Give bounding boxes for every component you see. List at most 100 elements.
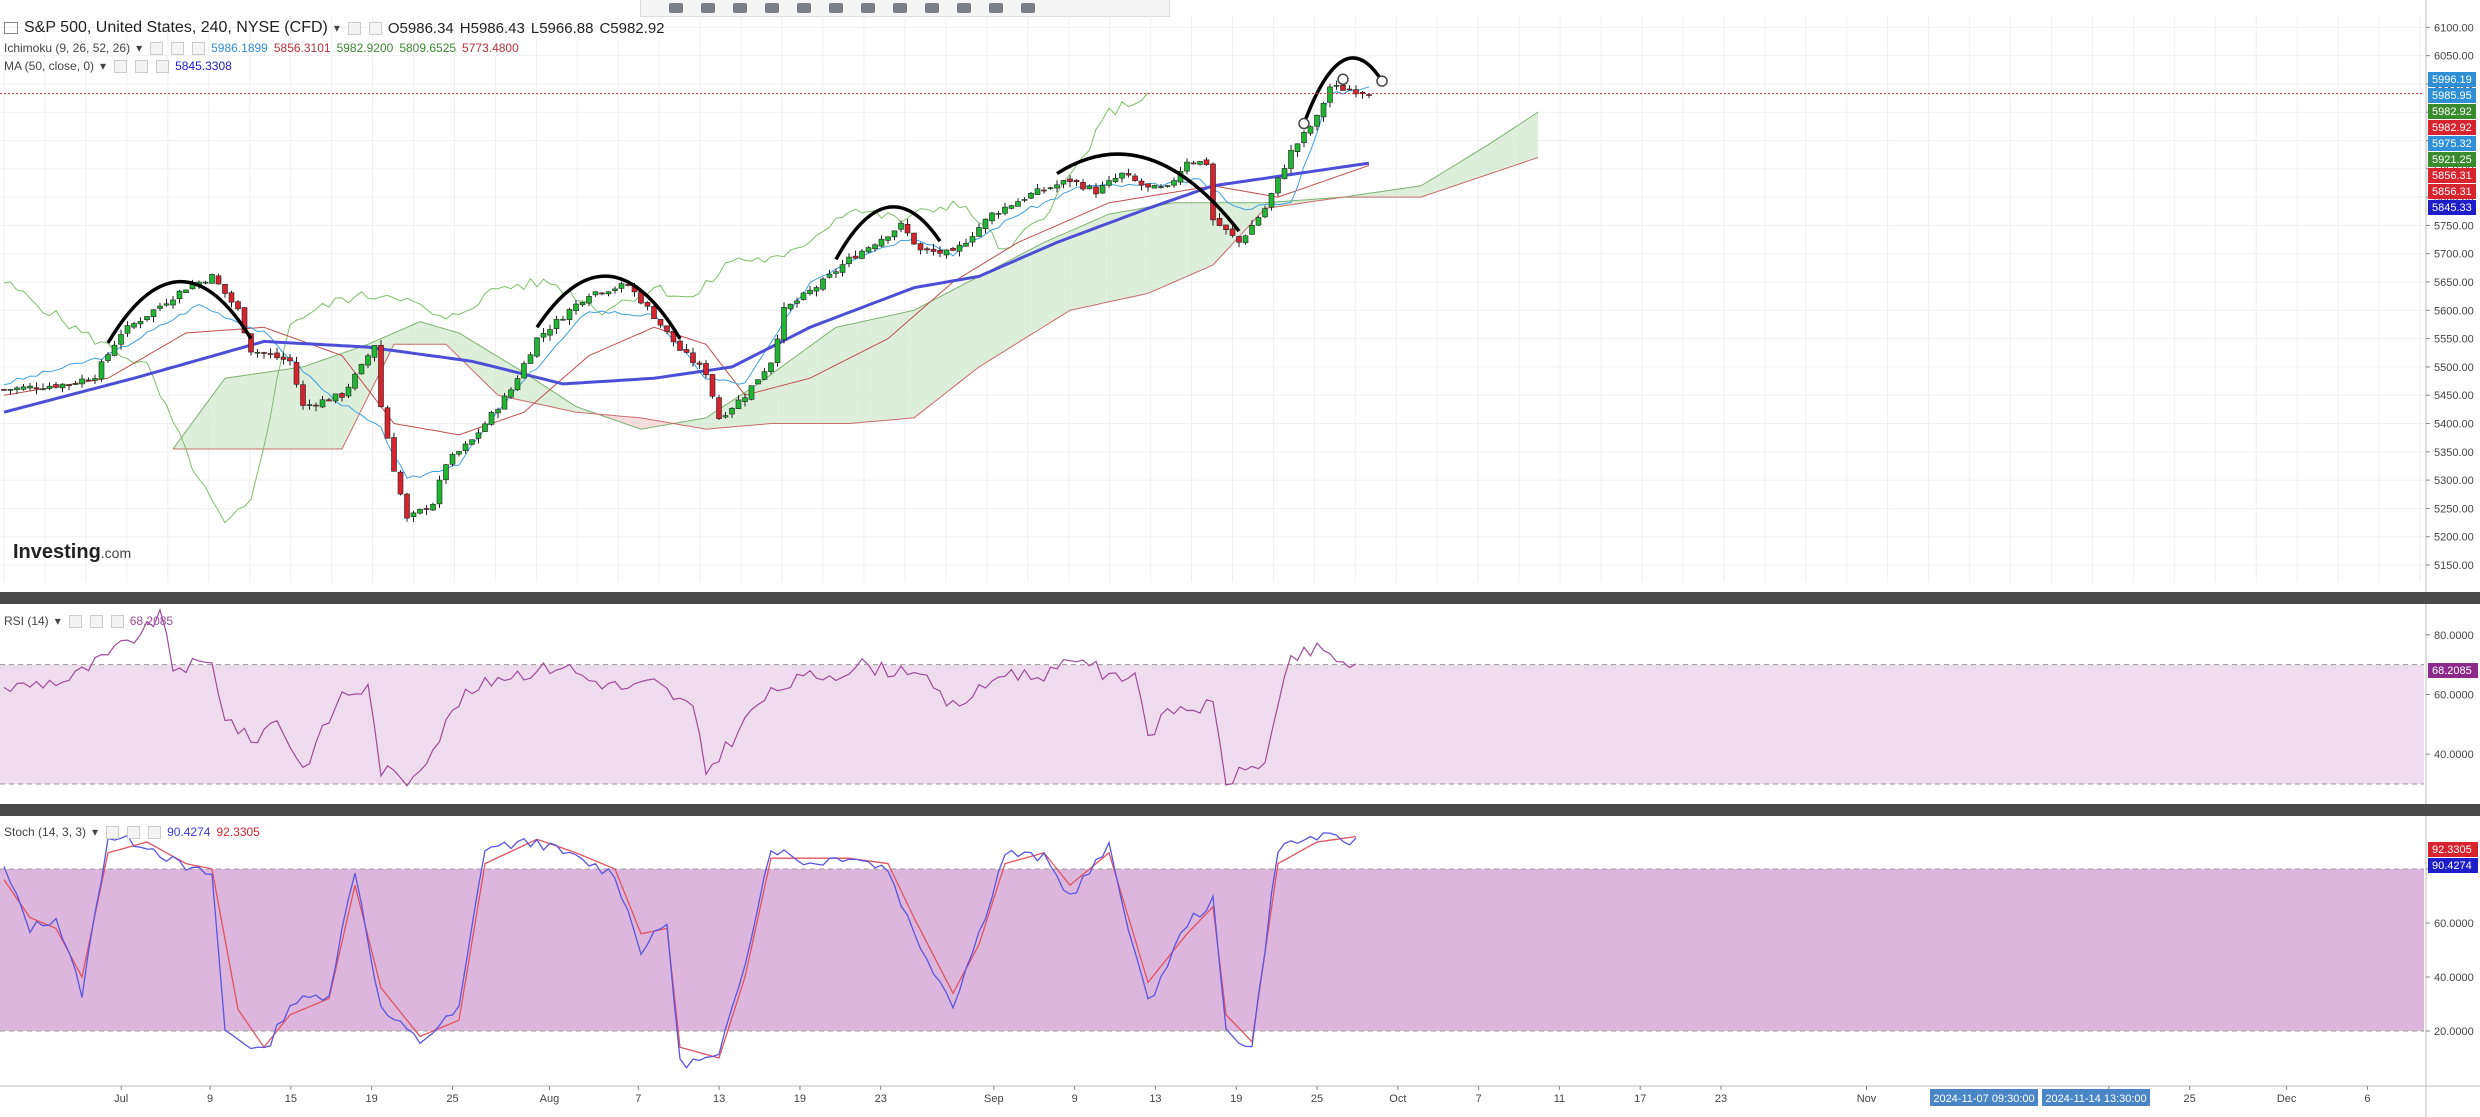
chevron-down-icon[interactable]: ▾: [54, 614, 61, 628]
candle-bull: [475, 432, 482, 439]
arc-handle[interactable]: [1298, 117, 1310, 130]
kumo-segment: [290, 367, 297, 449]
arc-handle[interactable]: [1376, 75, 1388, 87]
candle-bear: [1210, 163, 1216, 221]
chart-menu-icon[interactable]: [4, 22, 18, 34]
candle-bull: [748, 385, 755, 400]
kumo-segment: [1473, 150, 1480, 180]
kumo-segment: [1401, 187, 1408, 198]
drawn-arc[interactable]: [106, 279, 253, 344]
drawn-arc[interactable]: [535, 274, 682, 340]
gear-icon[interactable]: [861, 3, 875, 13]
candle-bear: [1190, 162, 1197, 165]
rsi-axis-label: 40.0000: [2434, 749, 2474, 761]
candle-bull: [1002, 206, 1008, 214]
settings-icon[interactable]: [114, 59, 128, 73]
candle-bull: [92, 378, 98, 381]
price-axis-label: 5300.00: [2434, 475, 2474, 487]
visibility-icon[interactable]: [127, 825, 141, 839]
kumo-segment: [1447, 165, 1454, 189]
candle-bull: [163, 303, 170, 306]
candle-bull: [7, 389, 14, 391]
settings-icon[interactable]: [150, 41, 164, 55]
time-axis-label: 11: [1554, 1093, 1565, 1105]
settings-icon[interactable]: [68, 614, 82, 628]
kumo-segment: [628, 416, 635, 427]
time-axis-label: Jul: [114, 1093, 128, 1105]
fib-tool-icon[interactable]: [797, 3, 811, 13]
drawn-arc[interactable]: [1302, 56, 1384, 125]
drawn-arc[interactable]: [834, 205, 942, 261]
kumo-segment: [1089, 219, 1096, 307]
close-icon[interactable]: [110, 614, 124, 628]
kumo-segment: [1083, 222, 1090, 308]
kumo-segment: [1037, 242, 1044, 331]
symbol-title: S&P 500, United States, 240, NYSE (CFD): [24, 19, 328, 36]
stoch-band: [0, 869, 2424, 1031]
candle-bull: [1320, 103, 1327, 118]
visibility-icon[interactable]: [89, 614, 103, 628]
candle-bear: [241, 307, 248, 334]
drawn-arc[interactable]: [1056, 152, 1241, 233]
time-axis-label: 7: [1476, 1093, 1482, 1105]
senkou-span-a-line: [172, 111, 1539, 450]
kumo-segment: [485, 348, 492, 389]
close-icon[interactable]: [156, 59, 170, 73]
visibility-icon[interactable]: [135, 59, 149, 73]
candle-bull: [846, 256, 852, 265]
pane-divider[interactable]: [0, 592, 2480, 604]
pencil-icon[interactable]: [669, 3, 683, 13]
candle-bull: [742, 397, 748, 402]
settings-icon[interactable]: [106, 825, 120, 839]
candle-bear: [1229, 228, 1236, 236]
layout-icon[interactable]: [925, 3, 939, 13]
candle-bear: [683, 349, 690, 353]
kumo-segment: [777, 365, 784, 424]
trash-icon[interactable]: [1021, 3, 1035, 13]
channel-tool-icon[interactable]: [765, 3, 779, 13]
symbol-dropdown-icon[interactable]: ▾: [333, 21, 340, 35]
crosshair-time-tag: [1930, 1089, 2038, 1106]
arc-handle[interactable]: [1337, 73, 1349, 86]
close-icon[interactable]: [148, 825, 162, 839]
candle-bull: [865, 247, 872, 253]
eye-icon[interactable]: [989, 3, 1003, 13]
price-tag: [2428, 152, 2476, 167]
settings-icon[interactable]: [347, 21, 361, 35]
lock-icon[interactable]: [957, 3, 971, 13]
kumo-segment: [303, 364, 310, 449]
candle-bull: [787, 303, 794, 310]
kumo-segment: [933, 296, 940, 403]
kumo-segment: [238, 375, 245, 449]
brush-icon[interactable]: [701, 3, 715, 13]
candle-bull: [800, 292, 807, 300]
kumo-segment: [563, 398, 570, 411]
kumo-segment: [1057, 233, 1064, 319]
shape-tool-icon[interactable]: [829, 3, 843, 13]
visibility-icon[interactable]: [171, 41, 185, 55]
candle-bull: [534, 337, 540, 357]
chevron-down-icon[interactable]: ▾: [136, 41, 143, 55]
candle-bull: [105, 354, 111, 361]
kumo-segment: [472, 340, 479, 377]
chevron-down-icon[interactable]: ▾: [100, 59, 107, 73]
close-icon[interactable]: [192, 41, 206, 55]
rsi-value: 68.2085: [129, 614, 174, 628]
candle-bull: [618, 283, 625, 289]
candle-bear: [339, 393, 345, 398]
kumo-segment: [888, 314, 895, 421]
candle-bear: [1067, 178, 1073, 182]
visibility-icon[interactable]: [368, 21, 382, 35]
line-tool-icon[interactable]: [733, 3, 747, 13]
candle-bull: [508, 389, 514, 398]
chevron-down-icon[interactable]: ▾: [92, 825, 99, 839]
pane-divider[interactable]: [0, 804, 2480, 816]
candle-bull: [1307, 126, 1314, 134]
kumo-segment: [829, 327, 836, 424]
candle-bull: [1171, 180, 1177, 186]
time-axis-label: 9: [207, 1093, 213, 1105]
camera-icon[interactable]: [893, 3, 907, 13]
price-tag-label: 5975.32: [2432, 138, 2472, 150]
kumo-segment: [322, 357, 329, 449]
